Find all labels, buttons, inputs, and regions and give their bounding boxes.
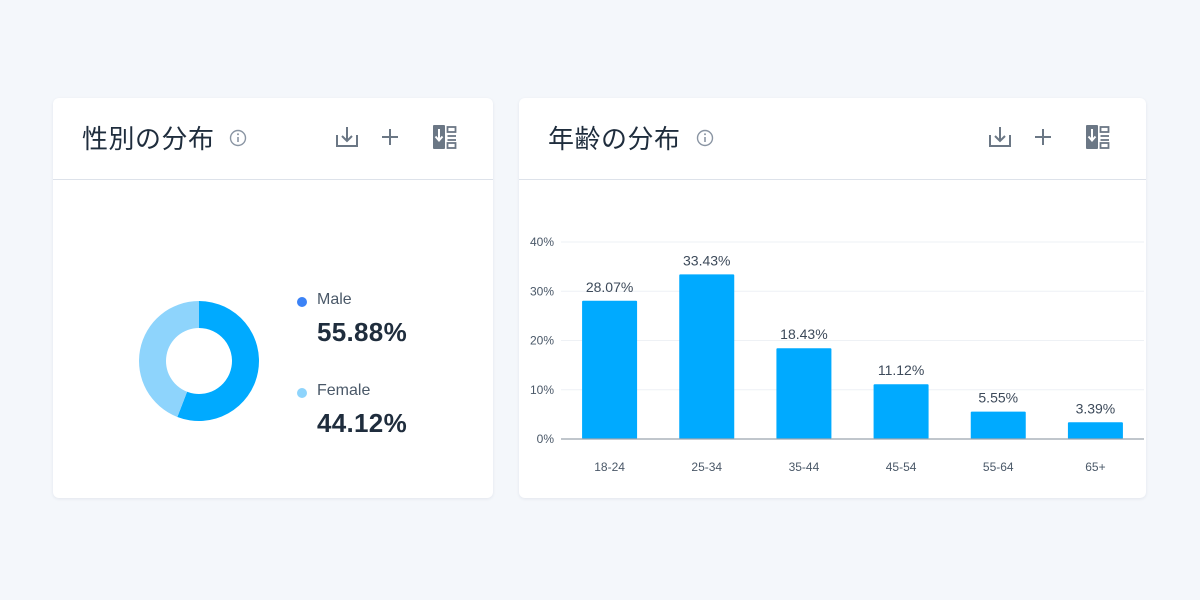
x-tick-label: 25-34 [691,460,722,474]
gender-card-header: 性別の分布 [53,98,493,180]
bar-35-44[interactable] [776,348,832,439]
y-tick-label: 10% [530,383,554,397]
plus-icon[interactable] [1030,124,1056,150]
export-report-icon[interactable] [1085,124,1111,150]
data-label: 11.12% [878,362,924,378]
legend-value-male: 55.88% [317,317,407,347]
age-card-title: 年齢の分布 [548,124,681,154]
bar-45-54[interactable] [873,384,929,439]
export-report-icon[interactable] [432,124,458,150]
bar-55-64[interactable] [970,411,1026,439]
age-bar-chart: 0% 10% 20% 30% 40% 28.07% 18-24 33.43% 25-34 18.4… [530,235,1144,474]
bar-65+[interactable] [1067,422,1123,439]
gender-chart-area: Male 55.88% Female 44.12% [53,181,493,498]
y-tick-label: 20% [530,334,554,348]
data-label: 28.07% [586,279,633,295]
data-label: 18.43% [780,326,827,342]
info-icon[interactable] [696,129,714,147]
data-label: 3.39% [1076,400,1116,416]
bar-18-24[interactable] [582,300,638,439]
x-tick-label: 35-44 [789,460,820,474]
legend-value-female: 44.12% [317,408,407,438]
y-tick-label: 40% [530,235,554,249]
gender-donut-chart [138,301,259,421]
download-icon[interactable] [334,124,360,150]
bar-25-34[interactable] [679,274,735,439]
donut-slice-female[interactable] [138,301,199,417]
age-card-header: 年齢の分布 [519,98,1146,180]
plus-icon[interactable] [377,124,403,150]
info-icon[interactable] [229,129,247,147]
data-label: 33.43% [683,252,730,268]
data-label: 5.55% [978,390,1018,406]
donut-slice-male[interactable] [177,301,259,421]
age-chart-area: 0% 10% 20% 30% 40% 28.07% 18-24 33.43% 25-34 18.4… [519,181,1146,498]
download-icon[interactable] [987,124,1013,150]
age-distribution-card: 年齢の分布 0% 10% 20% 30% 40% 28.07% 18-24 33.43% 25-… [519,98,1146,498]
x-tick-label: 18-24 [594,460,625,474]
gender-card-title: 性別の分布 [82,124,215,154]
gender-distribution-card: 性別の分布 Male 55.88% [53,98,493,498]
x-tick-label: 55-64 [983,460,1014,474]
x-tick-label: 65+ [1085,460,1105,474]
legend-dot-male [297,297,307,307]
x-tick-label: 45-54 [886,460,917,474]
legend-label-female: Female [317,382,371,399]
y-tick-label: 30% [530,284,554,298]
legend-label-male: Male [317,291,352,308]
y-tick-label: 0% [537,432,555,446]
legend-dot-female [297,388,307,398]
